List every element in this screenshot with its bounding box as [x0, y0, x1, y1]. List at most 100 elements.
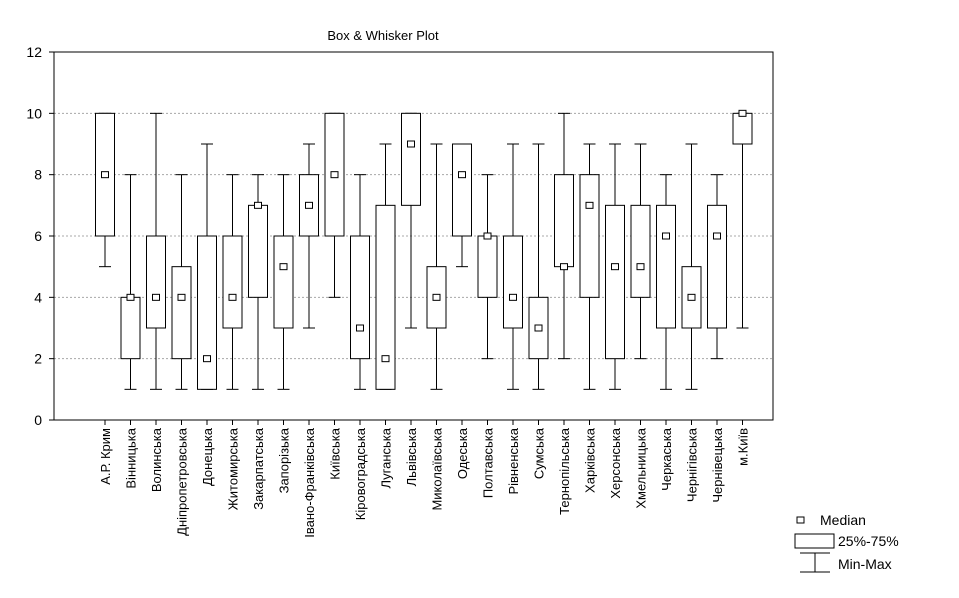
box-iqr — [630, 204, 651, 298]
box-iqr — [248, 204, 268, 298]
box-iqr — [146, 235, 166, 329]
median-marker — [177, 293, 186, 301]
box-item — [375, 143, 396, 390]
y-tick-label: 12 — [26, 44, 42, 60]
x-tick-label: Донецька — [200, 427, 215, 486]
median-marker — [330, 171, 339, 179]
median-marker — [279, 263, 288, 271]
box-item — [554, 112, 574, 360]
chart-title: Box & Whisker Plot — [327, 28, 439, 43]
box-item — [350, 174, 370, 390]
box-iqr — [732, 112, 753, 145]
box-item — [605, 143, 625, 390]
median-marker — [713, 232, 721, 240]
y-tick-label: 8 — [34, 167, 42, 183]
box-item — [579, 143, 600, 390]
x-tick-label: Чернігівська — [685, 427, 700, 502]
y-axis-ticks: 0 2 4 6 8 10 12 — [26, 44, 54, 428]
box-iqr — [554, 174, 574, 268]
box-iqr — [605, 204, 625, 360]
median-marker — [407, 140, 415, 148]
x-tick-label: Харківська — [583, 427, 598, 493]
x-tick-label: Рівненська — [506, 427, 521, 494]
y-tick-label: 0 — [34, 412, 42, 428]
x-tick-label: Миколаївська — [430, 427, 445, 510]
box-iqr — [477, 235, 498, 298]
median-marker — [458, 171, 466, 179]
median-marker — [636, 263, 645, 271]
x-tick-label: Івано-Франківська — [302, 427, 317, 537]
median-marker — [534, 324, 543, 332]
x-tick-label: м.Київ — [736, 428, 751, 466]
x-tick-label: Тернопільська — [557, 427, 572, 515]
median-marker — [738, 109, 747, 117]
box-iqr — [707, 204, 727, 329]
x-tick-label: Луганська — [379, 427, 394, 488]
box-item — [503, 143, 523, 390]
box-item — [95, 112, 115, 268]
median-marker — [254, 201, 262, 209]
median-marker — [483, 232, 492, 240]
median-marker — [585, 201, 594, 209]
box-item — [452, 143, 472, 268]
median-marker — [560, 263, 568, 271]
median-marker — [662, 232, 670, 240]
box-item — [681, 143, 702, 390]
legend-box-symbol — [794, 533, 835, 549]
box-item — [707, 174, 727, 360]
x-tick-label: Одеська — [455, 427, 470, 479]
median-marker — [305, 201, 313, 209]
x-tick-label: Вінницька — [124, 427, 139, 488]
box-iqr — [350, 235, 370, 360]
box-iqr — [656, 204, 676, 329]
box-iqr — [197, 235, 217, 390]
box-iqr — [273, 235, 294, 329]
box-iqr — [171, 266, 192, 360]
box-item — [197, 143, 217, 390]
box-item — [401, 112, 421, 329]
median-marker — [509, 293, 517, 301]
box-iqr — [375, 204, 396, 390]
legend-whisker-label: Min-Max — [838, 556, 892, 572]
x-tick-label: Волинська — [149, 427, 164, 492]
x-tick-label: А.Р. Крим — [98, 428, 113, 485]
median-marker — [356, 324, 364, 332]
box-item — [299, 143, 319, 329]
median-marker — [381, 355, 390, 363]
x-tick-label: Хмельницька — [634, 427, 649, 508]
box-item — [273, 174, 294, 390]
median-marker — [126, 293, 135, 301]
median-marker — [203, 355, 211, 363]
box-item — [477, 174, 498, 360]
x-tick-label: Запорізька — [277, 427, 292, 493]
box-iqr — [503, 235, 523, 329]
y-tick-label: 6 — [34, 228, 42, 244]
median-marker — [687, 293, 696, 301]
box-item — [630, 143, 651, 360]
x-tick-label: Дніпропетровська — [175, 427, 190, 536]
median-marker — [611, 263, 619, 271]
x-tick-label: Чернівецька — [710, 427, 725, 502]
box-item — [248, 174, 268, 390]
box-item — [656, 174, 676, 390]
box-iqr — [579, 174, 600, 298]
y-tick-label: 2 — [34, 351, 42, 367]
x-tick-label: Сумська — [532, 427, 547, 479]
x-tick-label: Черкаська — [659, 427, 674, 491]
x-tick-label: Київська — [328, 427, 343, 479]
box-iqr — [401, 112, 421, 206]
box-item — [171, 174, 192, 390]
x-tick-label: Житомирська — [226, 427, 241, 510]
box-item — [146, 112, 166, 390]
box-item — [426, 143, 447, 390]
x-tick-label: Львівська — [404, 427, 419, 486]
median-marker — [152, 293, 160, 301]
box-series — [95, 109, 753, 390]
x-tick-label: Закарпатська — [251, 427, 266, 510]
x-tick-label: Кіровоградська — [353, 427, 368, 520]
legend-median-symbol — [796, 516, 805, 524]
x-axis-ticks: А.Р. Крим Вінницька Волинська Дніпропетровс… — [98, 420, 751, 538]
x-tick-label: Полтавська — [481, 427, 496, 498]
x-tick-label: Херсонська — [608, 427, 623, 498]
